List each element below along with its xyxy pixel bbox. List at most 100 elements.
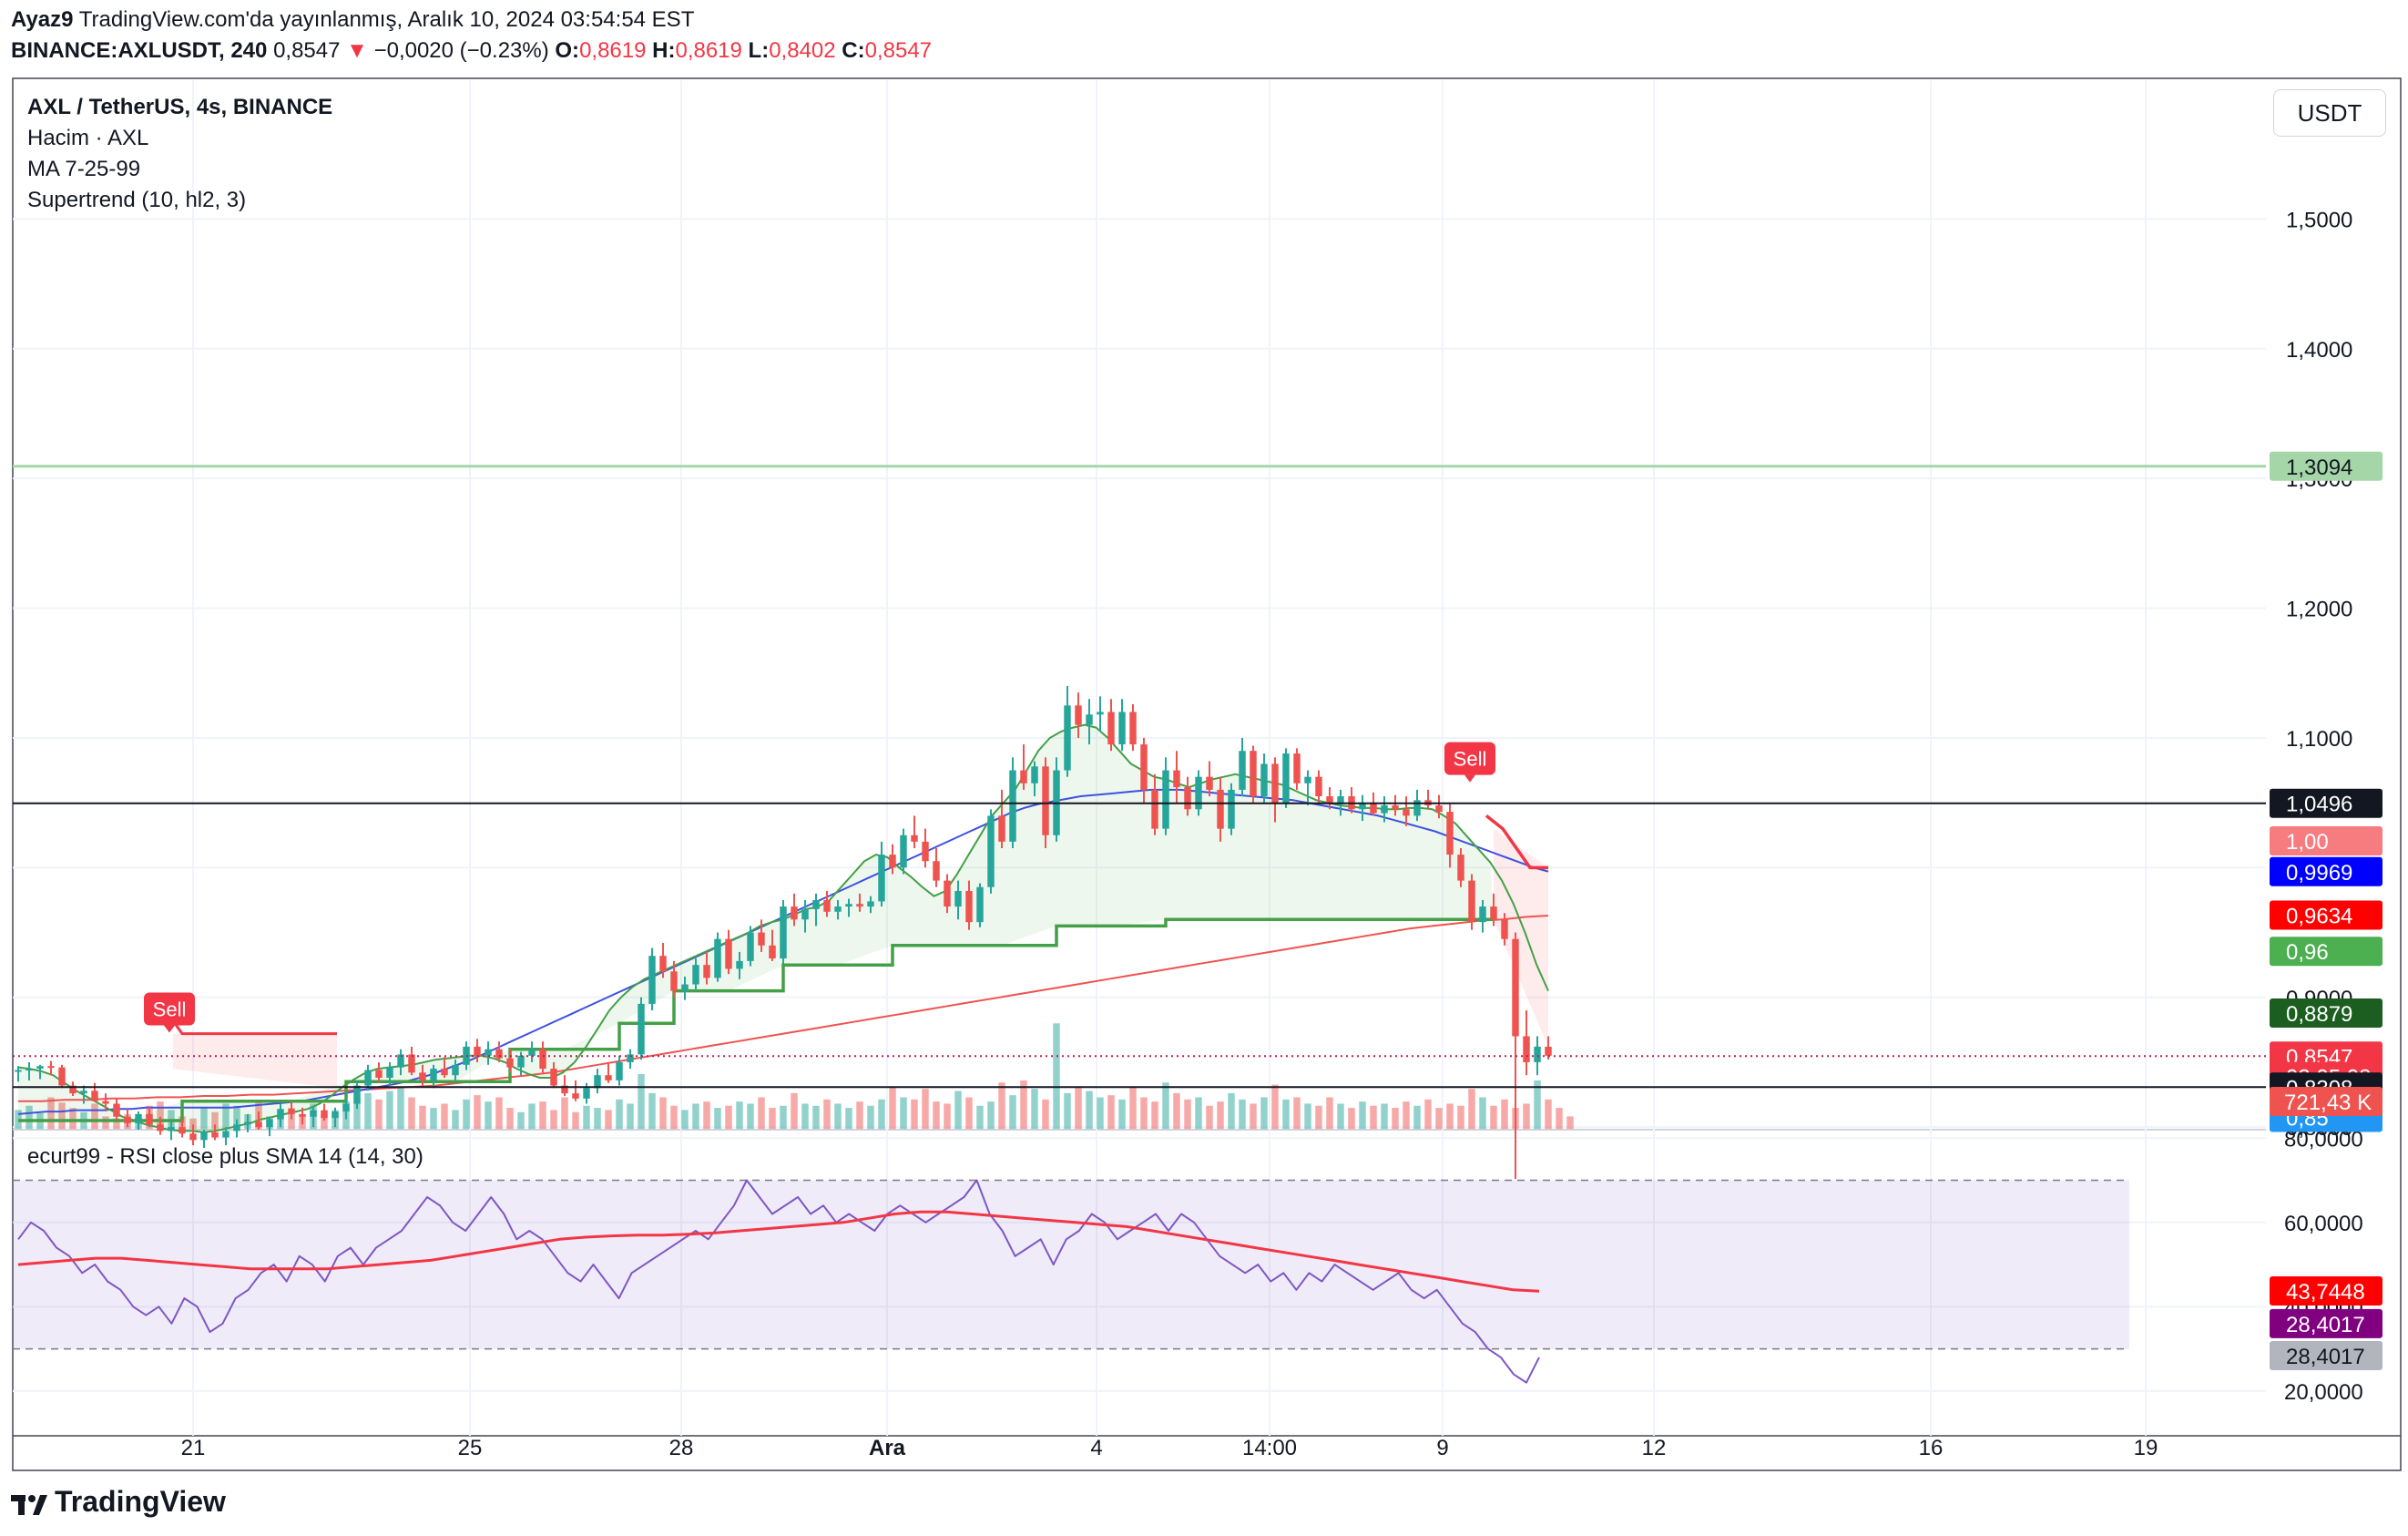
candle-body — [976, 886, 984, 923]
ma99-line — [18, 915, 1549, 1102]
candle-body — [911, 835, 918, 842]
price-change: −0,0020 (−0.23%) — [373, 38, 549, 63]
volume-bar — [1173, 1092, 1180, 1130]
volume-bar — [1566, 1116, 1574, 1130]
candle-body — [812, 899, 820, 909]
volume-bar — [594, 1108, 601, 1130]
volume-bar — [627, 1103, 634, 1130]
legend-ma[interactable]: MA 7-25-99 — [27, 157, 141, 181]
supertrend-down-line-early — [171, 1019, 337, 1036]
price-axis-label-bg — [2270, 900, 2382, 930]
price-tick-label: 1,5000 — [2286, 208, 2352, 232]
candle-body — [1151, 789, 1158, 829]
candle-body — [102, 1101, 109, 1104]
volume-bar — [911, 1099, 918, 1130]
price-axis-label: 1,0496 — [2270, 788, 2382, 818]
volume-bar — [1020, 1080, 1027, 1130]
volume-bar — [1250, 1103, 1257, 1130]
time-tick-label: 12 — [1642, 1436, 1667, 1460]
legend-supertrend[interactable]: Supertrend (10, hl2, 3) — [27, 188, 247, 212]
volume-bar — [998, 1082, 1005, 1130]
volume-bar — [834, 1103, 842, 1130]
candle-body — [1097, 712, 1104, 715]
volume-bar — [1228, 1092, 1235, 1130]
candle-body — [780, 906, 787, 959]
candle-body — [353, 1085, 361, 1104]
volume-bar — [506, 1108, 514, 1130]
price-axis-label-text: 1,00 — [2286, 830, 2329, 855]
candle-body — [539, 1049, 546, 1070]
candle-body — [1359, 803, 1366, 810]
candle-body — [889, 855, 896, 868]
candle-body — [1282, 753, 1290, 804]
candle-body — [397, 1054, 404, 1068]
candle-body — [342, 1103, 350, 1112]
candle-body — [1435, 805, 1443, 813]
volume-bar — [200, 1108, 208, 1130]
volume-bar — [222, 1103, 230, 1130]
sell-label-pointer — [164, 1025, 175, 1033]
candle-body — [878, 855, 885, 902]
candle-body — [113, 1103, 120, 1117]
volume-bar — [189, 1118, 197, 1130]
volume-bar — [944, 1103, 951, 1130]
volume-bar — [616, 1099, 623, 1130]
candle-body — [69, 1085, 77, 1094]
rsi-tick-label: 60,0000 — [2284, 1212, 2363, 1236]
author: Ayaz9 — [11, 7, 74, 32]
price-axis-label-bg — [2270, 826, 2382, 856]
volume-bar — [1239, 1099, 1246, 1130]
candle-body — [91, 1091, 98, 1101]
candle-body — [517, 1055, 525, 1068]
rsi-band-fill — [13, 1180, 2129, 1349]
supertrend-down-line — [1485, 814, 1548, 870]
volume-bar — [1293, 1097, 1301, 1130]
candle-body — [791, 906, 798, 920]
candle-body — [681, 984, 689, 991]
candle-body — [583, 1088, 590, 1099]
volume-bar — [736, 1101, 743, 1130]
volume-bar — [1282, 1099, 1290, 1130]
volume-bar — [495, 1097, 503, 1130]
volume-bar — [648, 1092, 656, 1130]
candle-body — [801, 908, 809, 920]
candle-body — [179, 1127, 186, 1134]
candle-body — [1129, 712, 1137, 745]
candle-body — [954, 890, 962, 907]
time-tick-label: 16 — [1919, 1436, 1944, 1460]
volume-bar — [812, 1105, 820, 1130]
tradingview-logo[interactable]: TradingView — [11, 1485, 226, 1519]
volume-bar — [605, 1110, 612, 1130]
price-axis-label: 0,96 — [2270, 937, 2382, 967]
volume-axis-label-text: 721,43 K — [2284, 1091, 2372, 1115]
currency-button[interactable]: USDT — [2273, 89, 2386, 137]
volume-bar — [681, 1110, 689, 1130]
candle-body — [572, 1093, 579, 1099]
volume-bar — [823, 1099, 831, 1130]
volume-bar — [1490, 1105, 1497, 1130]
candle-body — [1523, 1036, 1530, 1062]
candle-body — [1075, 705, 1082, 725]
candle-body — [1501, 919, 1508, 939]
volume-bar — [1162, 1082, 1169, 1130]
candle-body — [124, 1116, 131, 1123]
legend-volume[interactable]: Hacim · AXL — [27, 126, 149, 150]
candle-body — [834, 906, 842, 912]
candle-body — [1064, 705, 1071, 771]
legend-title[interactable]: AXL / TetherUS, 4s, BINANCE — [27, 95, 333, 119]
rsi-axis-label: 28,4017 — [2270, 1308, 2382, 1338]
candle-body — [1009, 770, 1016, 842]
legend-rsi[interactable]: ecurt99 - RSI close plus SMA 14 (14, 30) — [27, 1144, 423, 1169]
volume-bar — [1413, 1105, 1421, 1130]
volume-bar — [441, 1103, 448, 1130]
sell-label-text: Sell — [1454, 748, 1487, 771]
time-tick-label: 4 — [1090, 1436, 1102, 1460]
candle-body — [965, 890, 973, 923]
candle-body — [430, 1069, 437, 1080]
volume-bar — [845, 1108, 852, 1130]
candle-body — [332, 1111, 339, 1119]
price-axis-label-text: 0,96 — [2286, 940, 2329, 965]
volume-bar — [157, 1101, 164, 1130]
volume-bar — [703, 1101, 710, 1130]
